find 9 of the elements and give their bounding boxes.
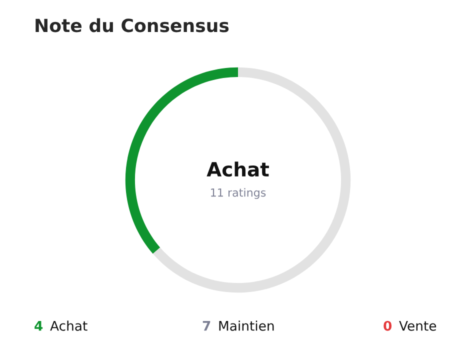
data-label: 4 bbox=[34, 321, 43, 331]
data-label: 7 bbox=[202, 321, 210, 331]
text: Achat bbox=[206, 162, 269, 177]
chart-title: Note du Consensus bbox=[36, 18, 229, 32]
slice-label: Achat bbox=[50, 320, 88, 331]
text: 0 bbox=[384, 320, 392, 331]
text: 11 ratings bbox=[211, 188, 266, 199]
category-label: Vente bbox=[399, 321, 436, 331]
slice-label: Maintien bbox=[219, 320, 274, 331]
